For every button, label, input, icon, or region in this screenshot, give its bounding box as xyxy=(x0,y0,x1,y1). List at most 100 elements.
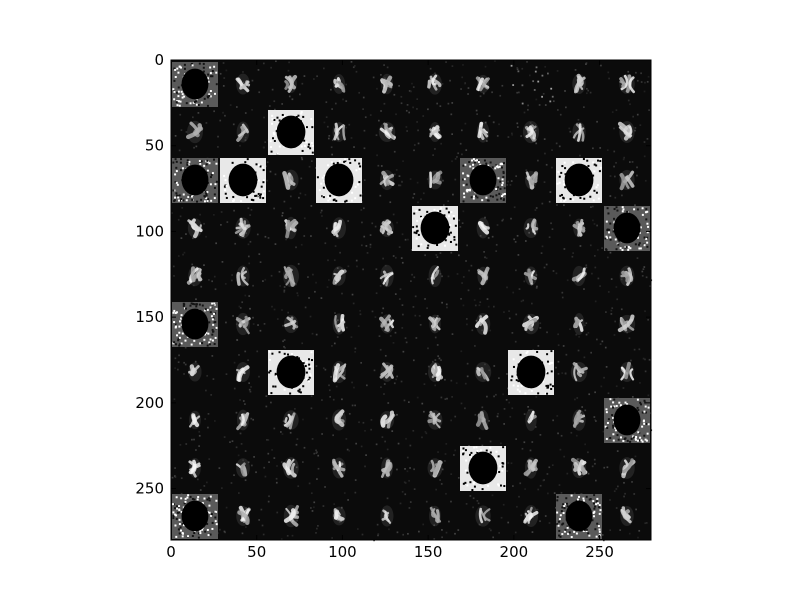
image-tile xyxy=(267,401,314,446)
x-tick-label: 200 xyxy=(500,543,529,561)
image-tile xyxy=(411,204,461,254)
image-tile xyxy=(373,493,412,542)
image-tile xyxy=(323,108,364,156)
image-tile xyxy=(413,108,460,156)
image-tile xyxy=(172,492,219,539)
image-tile xyxy=(512,252,555,302)
image-tile xyxy=(219,492,265,536)
y-tick-label: 250 xyxy=(135,480,164,498)
image-tile xyxy=(364,399,410,446)
image-tile xyxy=(225,301,266,341)
image-tile xyxy=(556,397,605,446)
image-tile xyxy=(363,109,411,157)
y-axis-ticks: 0 50 100 150 200 250 xyxy=(135,51,651,498)
image-tile xyxy=(171,207,218,254)
image-tile xyxy=(411,61,454,109)
x-tick-label: 0 xyxy=(166,543,176,561)
image-tile xyxy=(321,398,365,445)
image-tile xyxy=(459,210,504,253)
image-tile xyxy=(555,109,602,157)
image-tile xyxy=(268,60,315,107)
image-tile xyxy=(267,108,314,155)
image-tile xyxy=(507,447,554,491)
image-tile xyxy=(510,61,555,107)
image-tile xyxy=(267,205,313,249)
y-tick-label: 100 xyxy=(135,222,164,240)
image-tile xyxy=(507,349,554,396)
image-tile xyxy=(372,64,412,106)
image-tile xyxy=(171,445,221,491)
image-tile xyxy=(315,259,364,299)
x-tick-label: 250 xyxy=(585,543,614,561)
image-tile xyxy=(319,207,365,254)
image-tile xyxy=(363,213,413,251)
image-tile xyxy=(603,348,651,397)
image-tile xyxy=(220,158,269,203)
image-tile xyxy=(371,304,408,344)
image-tile xyxy=(609,492,648,539)
x-tick-label: 100 xyxy=(328,543,357,561)
image-tile xyxy=(507,492,556,534)
image-tile xyxy=(556,62,602,109)
image-tile xyxy=(460,60,504,98)
image-tile xyxy=(174,110,219,152)
image-tile xyxy=(174,354,215,396)
image-tile xyxy=(315,158,363,204)
image-tile xyxy=(172,157,218,203)
x-tick-label: 150 xyxy=(414,543,443,561)
image-tile xyxy=(267,492,316,541)
image-tile xyxy=(413,449,460,491)
x-axis-ticks: 0 50 100 150 200 250 xyxy=(166,60,614,561)
image-tile xyxy=(557,300,604,347)
y-tick-label: 50 xyxy=(145,137,164,155)
image-tile xyxy=(507,108,553,155)
image-tile xyxy=(412,156,458,204)
image-tile xyxy=(223,399,268,445)
y-tick-label: 150 xyxy=(135,308,164,326)
y-tick-label: 200 xyxy=(135,394,164,412)
image-tile xyxy=(219,62,265,108)
y-tick-label: 0 xyxy=(154,51,164,69)
image-tile xyxy=(465,494,505,539)
image-tile xyxy=(267,446,316,488)
image-tile xyxy=(412,396,457,445)
image-tile xyxy=(315,302,362,350)
image-tile xyxy=(555,492,605,542)
image-tile xyxy=(315,350,363,398)
image-tile xyxy=(460,256,508,301)
image-tile xyxy=(315,445,363,494)
image-tile xyxy=(220,207,267,246)
image-tile xyxy=(418,492,460,540)
x-tick-label: 50 xyxy=(247,543,266,561)
image-tile xyxy=(609,156,647,199)
image-tile xyxy=(604,204,650,254)
image-tile xyxy=(366,252,412,300)
image-tile xyxy=(271,305,314,349)
image-tile xyxy=(460,398,508,445)
image-tile xyxy=(604,307,649,349)
image-tile xyxy=(412,301,454,350)
image-tile xyxy=(460,350,508,398)
image-tile xyxy=(606,256,653,301)
image-tile xyxy=(459,444,508,491)
image-tile xyxy=(268,350,314,397)
image-tile xyxy=(460,158,509,203)
image-tile xyxy=(510,206,554,248)
image-tile xyxy=(365,348,405,395)
image-tile xyxy=(555,349,603,396)
image-tile xyxy=(363,160,412,204)
image-tile xyxy=(507,159,553,205)
image-tile xyxy=(316,60,365,105)
image-tile xyxy=(315,492,364,539)
plot-frame xyxy=(170,59,652,541)
image-tile xyxy=(412,355,458,387)
image-tile xyxy=(508,396,554,444)
image-tile xyxy=(555,252,601,299)
image-tile xyxy=(604,396,653,443)
image-tile xyxy=(508,300,548,347)
image-tiles xyxy=(171,60,653,542)
image-tile xyxy=(172,62,218,107)
image-tile xyxy=(603,450,637,493)
image-tile xyxy=(225,350,268,398)
